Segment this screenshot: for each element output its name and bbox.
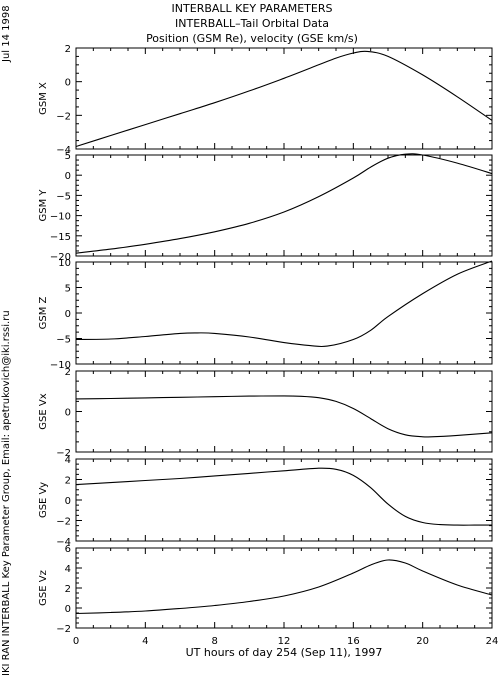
y-axis-label-1: GSM X	[38, 82, 49, 115]
y-tick-label: 2	[65, 367, 71, 378]
y-tick-label: −5	[56, 335, 71, 346]
panel-frame-1	[75, 47, 493, 150]
y-axis-label-4: GSE Vx	[38, 393, 49, 429]
series-line-5	[75, 467, 492, 526]
panel-frame-2	[75, 154, 493, 257]
x-axis-label: UT hours of day 254 (Sep 11), 1997	[185, 646, 383, 659]
y-tick-label: −2	[56, 111, 71, 122]
y-tick-label: 0	[65, 408, 71, 419]
y-tick-label: 6	[65, 544, 71, 555]
y-tick-label: 0	[65, 496, 71, 507]
y-tick-label: −5	[56, 191, 71, 202]
y-tick-label: 5	[65, 151, 71, 162]
y-tick-label: −10	[50, 360, 71, 371]
y-tick-label: −15	[50, 232, 71, 243]
x-tick-label: 4	[142, 636, 148, 647]
x-tick-label: 0	[73, 636, 79, 647]
y-tick-label: 0	[65, 309, 71, 320]
y-tick-label: 2	[65, 584, 71, 595]
y-tick-label: 2	[65, 476, 71, 487]
x-tick-label: 24	[486, 636, 499, 647]
series-line-2	[75, 153, 493, 254]
y-tick-label: −2	[56, 517, 71, 528]
title-line-3: Position (GSM Re), velocity (GSE km/s)	[146, 32, 358, 45]
title-line-1: INTERBALL KEY PARAMETERS	[171, 2, 333, 15]
panel-frame-3	[75, 261, 493, 365]
y-tick-label: 0	[65, 604, 71, 615]
y-tick-label: −20	[50, 252, 71, 263]
x-tick-label: 20	[416, 636, 429, 647]
y-tick-label: −4	[56, 537, 71, 548]
y-tick-label: −2	[56, 448, 71, 459]
x-tick-label: 8	[211, 636, 217, 647]
x-tick-label: 16	[347, 636, 360, 647]
series-line-6	[75, 559, 493, 615]
y-tick-label: 4	[65, 564, 71, 575]
y-axis-label-5: GSE Vy	[38, 482, 49, 518]
y-axis-label-3: GSM Z	[38, 296, 49, 329]
y-tick-label: 10	[58, 258, 71, 269]
y-axis-label-2: GSM Y	[38, 189, 49, 222]
y-tick-label: 0	[65, 78, 71, 89]
y-tick-label: 4	[65, 455, 71, 466]
panel-frame-4	[75, 370, 493, 453]
y-tick-label: 2	[65, 44, 71, 55]
series-line-4	[75, 395, 493, 438]
series-line-3	[75, 260, 493, 348]
y-tick-label: 5	[65, 284, 71, 295]
y-axis-label-6: GSE Vz	[38, 570, 49, 606]
y-tick-label: 0	[65, 171, 71, 182]
y-tick-label: −2	[56, 624, 71, 635]
title-line-2: INTERBALL–Tail Orbital Data	[175, 17, 329, 30]
panel-frame-6	[75, 547, 493, 629]
y-tick-label: −4	[56, 145, 71, 156]
x-tick-label: 12	[278, 636, 291, 647]
y-tick-label: −10	[50, 212, 71, 223]
series-line-1	[75, 50, 493, 148]
